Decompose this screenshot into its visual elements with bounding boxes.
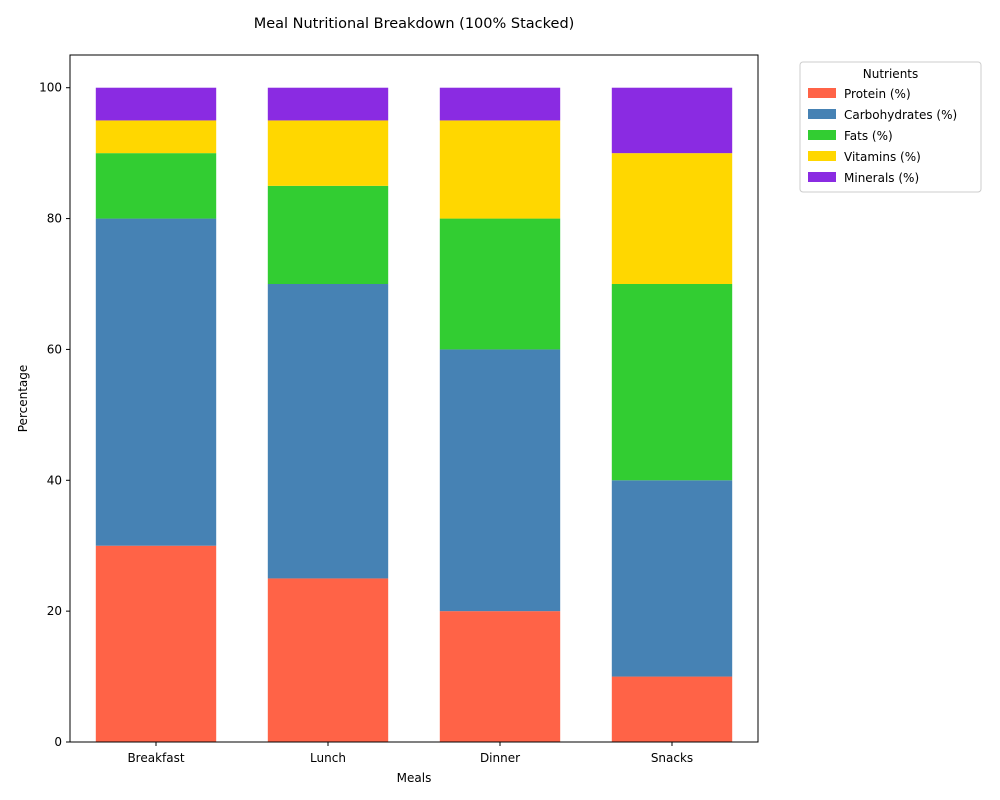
bar-segment-breakfast-1 bbox=[95, 218, 217, 546]
x-tick-label-snacks: Snacks bbox=[651, 751, 693, 765]
y-tick-label: 40 bbox=[47, 473, 62, 487]
bar-segment-dinner-0 bbox=[439, 611, 561, 742]
y-tick-label: 0 bbox=[54, 735, 62, 749]
bar-segment-snacks-2 bbox=[611, 284, 733, 481]
legend: Nutrients Protein (%) Carbohydrates (%) Fa… bbox=[799, 61, 982, 193]
bar-segment-lunch-4 bbox=[267, 87, 389, 121]
x-tick-label-breakfast: Breakfast bbox=[127, 751, 184, 765]
bar-segment-lunch-3 bbox=[267, 120, 389, 186]
y-tick-label: 100 bbox=[39, 81, 62, 95]
bar-segment-breakfast-2 bbox=[95, 153, 217, 219]
bar-segment-snacks-3 bbox=[611, 153, 733, 284]
legend-swatch-3 bbox=[808, 151, 836, 161]
bar-segment-dinner-2 bbox=[439, 218, 561, 350]
legend-swatch-4 bbox=[808, 172, 836, 182]
bar-segment-snacks-0 bbox=[611, 676, 733, 742]
y-tick-label: 20 bbox=[47, 604, 62, 618]
bar-segment-dinner-3 bbox=[439, 120, 561, 219]
x-tick-label-dinner: Dinner bbox=[480, 751, 520, 765]
x-axis: Breakfast Lunch Dinner Snacks bbox=[127, 742, 693, 765]
bar-segment-lunch-0 bbox=[267, 578, 389, 742]
y-axis: 0 20 40 60 80 100 bbox=[39, 81, 70, 749]
plot-frame bbox=[69, 54, 759, 743]
bar-segment-breakfast-3 bbox=[95, 120, 217, 154]
bar-segment-lunch-1 bbox=[267, 284, 389, 579]
bar-segment-dinner-4 bbox=[439, 87, 561, 121]
legend-box bbox=[799, 61, 982, 193]
bar-segment-lunch-2 bbox=[267, 185, 389, 284]
legend-items: Protein (%) Carbohydrates (%) Fats (%) Vita… bbox=[808, 87, 957, 185]
legend-label-2: Fats (%) bbox=[844, 129, 893, 143]
legend-label-0: Protein (%) bbox=[844, 87, 911, 101]
y-tick-label: 60 bbox=[47, 342, 62, 356]
bar-segment-breakfast-4 bbox=[95, 87, 217, 121]
legend-swatch-0 bbox=[808, 88, 836, 98]
bar-segment-snacks-1 bbox=[611, 480, 733, 677]
legend-label-4: Minerals (%) bbox=[844, 171, 919, 185]
legend-title: Nutrients bbox=[863, 67, 919, 81]
legend-swatch-1 bbox=[808, 109, 836, 119]
legend-label-1: Carbohydrates (%) bbox=[844, 108, 957, 122]
bar-segment-breakfast-0 bbox=[95, 545, 217, 742]
chart-title: Meal Nutritional Breakdown (100% Stacked… bbox=[254, 16, 575, 32]
bars-group bbox=[95, 87, 733, 742]
y-axis-label: Percentage bbox=[16, 365, 30, 433]
y-tick-label: 80 bbox=[47, 212, 62, 226]
legend-swatch-2 bbox=[808, 130, 836, 140]
x-tick-label-lunch: Lunch bbox=[310, 751, 346, 765]
x-axis-label: Meals bbox=[397, 771, 432, 785]
legend-label-3: Vitamins (%) bbox=[844, 150, 921, 164]
bar-segment-dinner-1 bbox=[439, 349, 561, 612]
bar-segment-snacks-4 bbox=[611, 87, 733, 154]
